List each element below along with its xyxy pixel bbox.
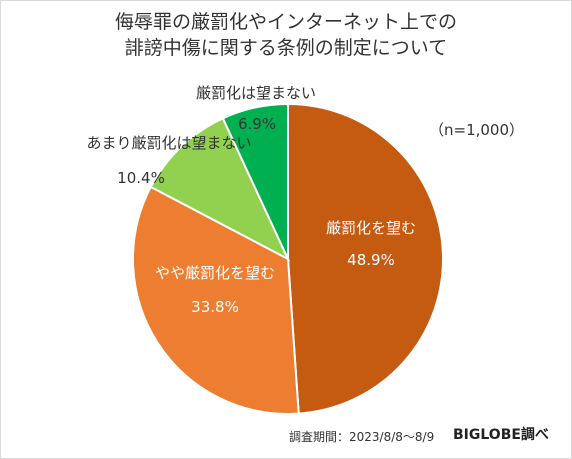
slice-label-2: あまり厳罰化は望まない [86,134,251,152]
chart-title: 侮辱罪の厳罰化やインターネット上での 誹謗中傷に関する条例の制定について [1,9,571,61]
source-credit: BIGLOBE調べ [453,427,549,443]
pie-slice-0 [287,102,444,415]
slice-value-label-3: 6.9% [238,115,276,133]
slice-label-3: 厳罰化は望まない [196,84,316,102]
chart-title-line-2: 誹謗中傷に関する条例の制定について [124,37,448,59]
slice-value-label-0: 48.9% [347,251,395,269]
survey-period: 調査期間：2023/8/8～8/9 [289,430,435,444]
slice-label-0: 厳罰化を望む [326,219,416,237]
sample-size-note: （n=1,000） [429,121,525,139]
slice-value-label-1: 33.8% [191,298,239,316]
slice-value-label-2: 10.4% [117,169,165,187]
pie-slice-3 [221,102,289,260]
pie-slice-2 [149,117,291,262]
chart-title-line-1: 侮辱罪の厳罰化やインターネット上での [114,11,457,33]
slice-label-1: やや厳罰化を望む [155,264,275,282]
